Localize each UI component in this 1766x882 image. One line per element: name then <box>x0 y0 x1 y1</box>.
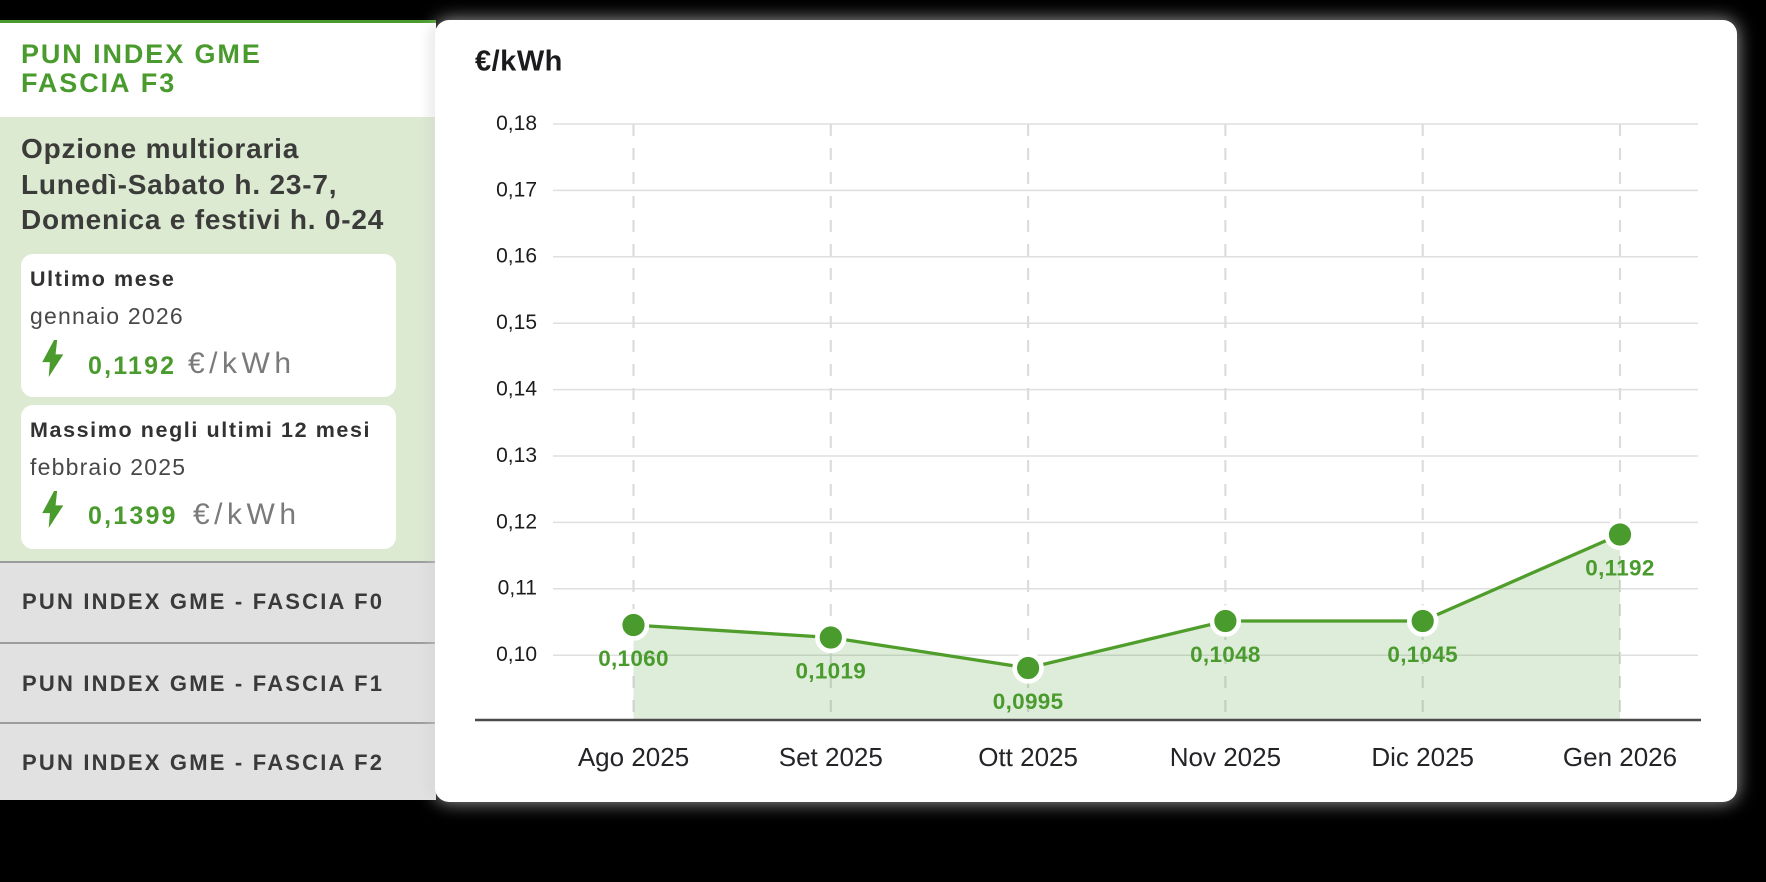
svg-text:0,17: 0,17 <box>496 178 537 201</box>
svg-text:0,14: 0,14 <box>496 378 537 401</box>
svg-text:0,11: 0,11 <box>498 577 537 600</box>
svg-text:0,1060: 0,1060 <box>598 646 669 671</box>
svg-text:0,10: 0,10 <box>496 643 537 666</box>
svg-text:0,15: 0,15 <box>496 311 537 334</box>
svg-text:0,16: 0,16 <box>496 245 537 268</box>
svg-text:Nov 2025: Nov 2025 <box>1170 742 1281 772</box>
svg-text:0,1045: 0,1045 <box>1387 642 1458 667</box>
svg-text:€/kWh: €/kWh <box>475 46 563 78</box>
svg-text:Ott 2025: Ott 2025 <box>978 742 1078 772</box>
svg-text:Set 2025: Set 2025 <box>779 742 883 772</box>
svg-text:0,1192: 0,1192 <box>1585 556 1654 581</box>
svg-text:Ago 2025: Ago 2025 <box>578 742 689 772</box>
svg-text:0,12: 0,12 <box>496 510 537 533</box>
svg-text:Gen 2026: Gen 2026 <box>1563 742 1677 772</box>
svg-text:0,1048: 0,1048 <box>1190 642 1261 667</box>
svg-text:0,1019: 0,1019 <box>795 659 866 684</box>
svg-text:0,13: 0,13 <box>496 444 537 467</box>
svg-text:Dic 2025: Dic 2025 <box>1371 742 1474 772</box>
svg-text:0,18: 0,18 <box>496 112 537 135</box>
svg-text:0,0995: 0,0995 <box>993 689 1064 714</box>
